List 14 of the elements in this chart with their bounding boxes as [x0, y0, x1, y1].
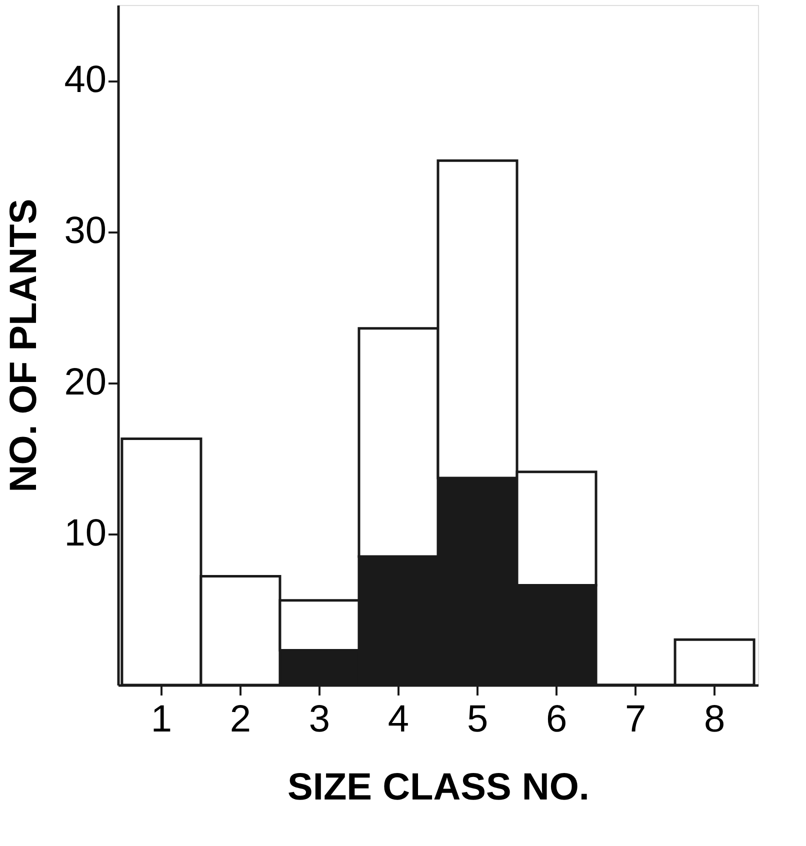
y-tick-label: 20	[64, 361, 106, 404]
x-tick-label: 2	[230, 698, 252, 740]
y-tick-label: 30	[64, 210, 106, 252]
x-tick-label: 1	[150, 698, 172, 740]
y-tick-label: 40	[64, 59, 106, 102]
x-axis-title: SIZE CLASS NO.	[288, 766, 590, 808]
y-tick-label: 10	[64, 512, 106, 554]
y-axis-title: NO. OF PLANTS	[3, 198, 46, 492]
x-tick-label: 4	[388, 698, 410, 740]
x-tick-label: 8	[704, 698, 726, 740]
x-tick-label: 6	[546, 698, 568, 740]
x-tick-label: 3	[308, 698, 330, 740]
x-tick-label: 5	[466, 698, 488, 740]
x-tick-label: 7	[624, 698, 646, 740]
